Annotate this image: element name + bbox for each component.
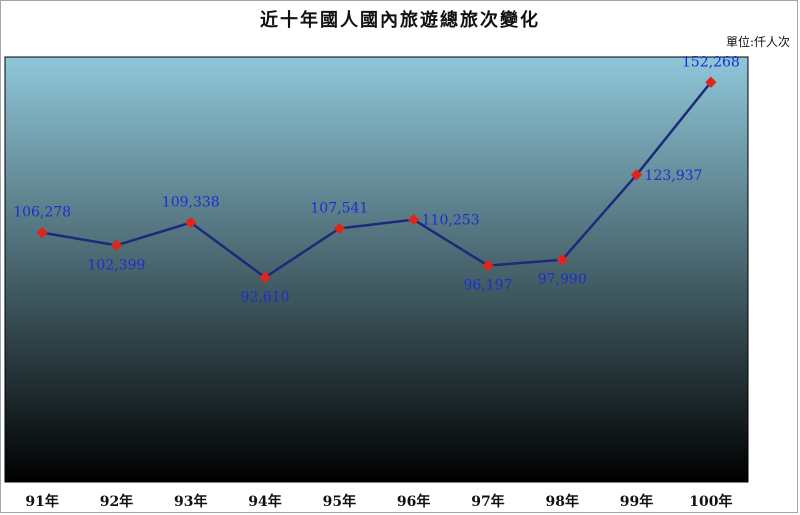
data-point — [556, 254, 568, 266]
data-label: 92,610 — [241, 289, 290, 305]
data-label: 102,399 — [87, 257, 145, 273]
x-tick-label: 91年 — [25, 493, 58, 510]
data-label: 106,278 — [13, 205, 71, 221]
x-tick-label: 99年 — [620, 493, 653, 510]
data-point — [333, 222, 346, 235]
data-point — [259, 271, 271, 283]
x-tick-label: 96年 — [397, 493, 430, 510]
data-label: 123,937 — [645, 168, 703, 184]
x-tick-label: 98年 — [546, 493, 579, 510]
data-label: 109,338 — [162, 195, 220, 211]
data-label: 107,541 — [310, 201, 368, 217]
data-point — [185, 216, 197, 229]
x-tick-label: 93年 — [174, 493, 207, 510]
data-label: 152,268 — [682, 54, 740, 70]
data-point — [36, 226, 48, 239]
data-point — [630, 169, 643, 181]
data-label: 110,253 — [422, 213, 480, 229]
x-tick-label: 92年 — [100, 493, 133, 510]
data-point — [482, 259, 494, 272]
x-tick-label: 94年 — [248, 493, 281, 510]
x-tick-label: 97年 — [471, 493, 504, 510]
x-tick-label: 100年 — [689, 493, 732, 510]
data-label: 97,990 — [538, 272, 587, 288]
x-tick-label: 95年 — [323, 493, 356, 510]
data-point — [407, 213, 420, 226]
chart-title: 近十年國人國內旅遊總旅次變化 — [260, 10, 540, 31]
data-label: 96,197 — [463, 278, 512, 294]
unit-note: 單位:仟人次 — [725, 35, 790, 49]
series-line — [41, 81, 712, 279]
plot-area — [4, 56, 749, 483]
